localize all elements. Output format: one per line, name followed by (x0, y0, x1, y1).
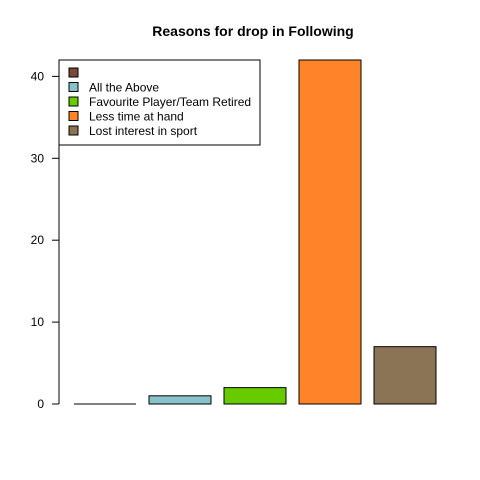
legend-label: Favourite Player/Team Retired (89, 95, 251, 109)
legend-label: Lost interest in sport (89, 124, 198, 138)
bar (298, 59, 362, 405)
bar (223, 387, 287, 405)
chart-title: Reasons for drop in Following (152, 23, 353, 39)
legend-swatch (68, 82, 79, 92)
legend-swatch (68, 96, 79, 107)
y-tick-label: 0 (37, 397, 44, 411)
y-axis: 0 10 20 30 40 (31, 69, 60, 411)
legend-swatch (68, 67, 79, 78)
legend-label: All the Above (89, 81, 159, 95)
y-tick-label: 20 (31, 233, 45, 247)
bar (373, 346, 437, 405)
bar (148, 395, 212, 405)
legend-swatch (68, 111, 79, 121)
bars (74, 59, 437, 405)
legend-swatch (68, 125, 79, 136)
y-tick-label: 40 (31, 69, 45, 83)
y-tick-label: 10 (31, 315, 45, 329)
y-tick-label: 30 (31, 151, 45, 165)
legend-box (58, 59, 261, 146)
legend-label: Less time at hand (89, 110, 184, 124)
